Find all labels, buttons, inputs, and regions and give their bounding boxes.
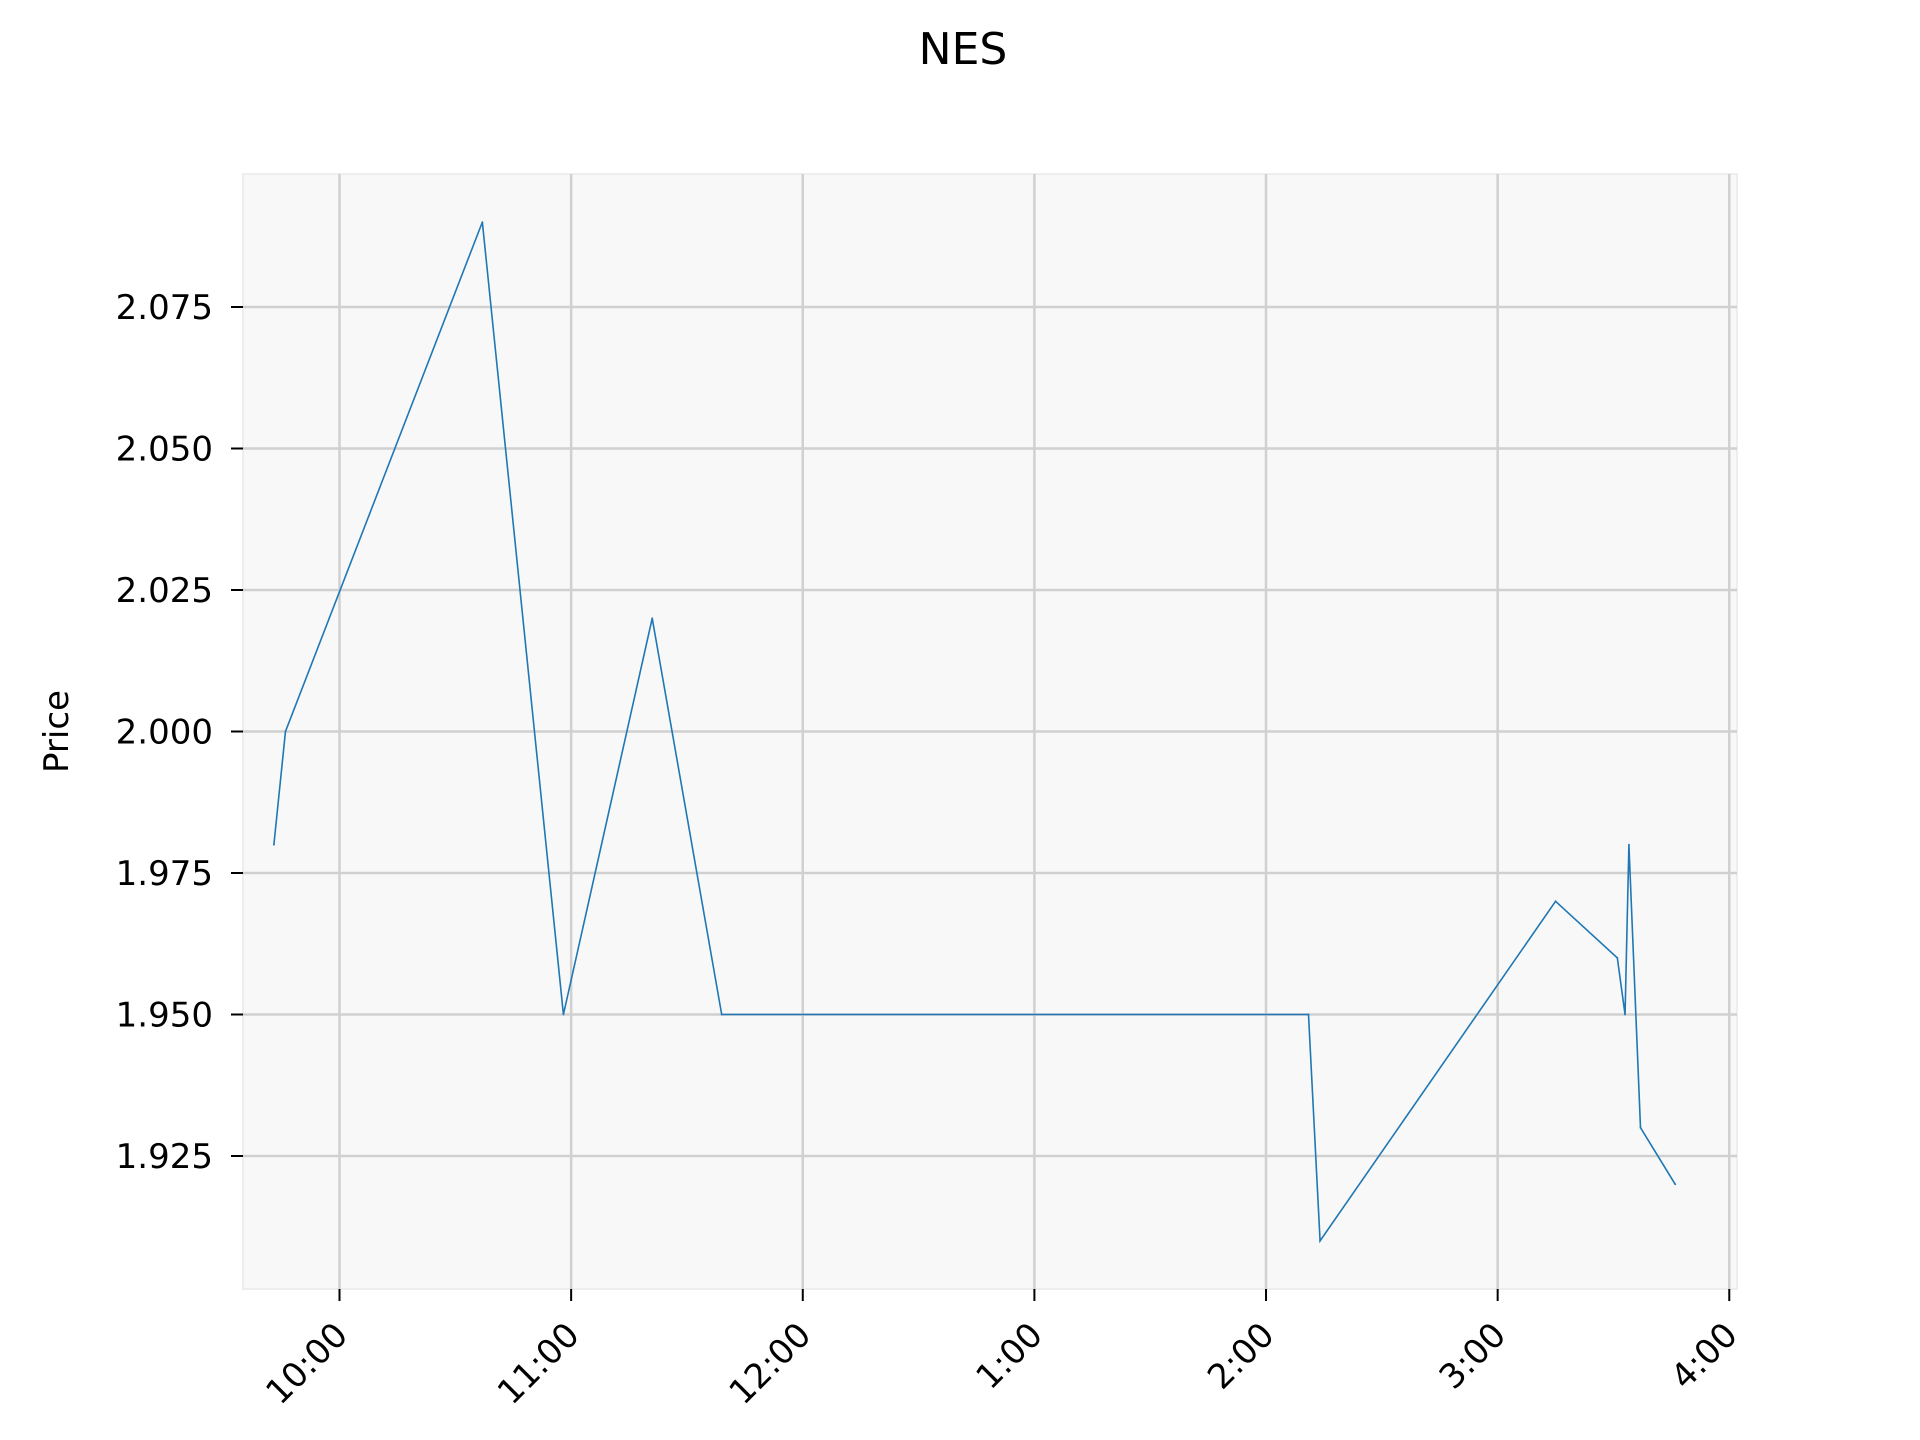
series-line: [273, 221, 1676, 1244]
x-tick-label: 12:00: [722, 1315, 820, 1413]
x-tick-label: 3:00: [1432, 1315, 1514, 1397]
y-axis-label: Price: [37, 690, 77, 773]
x-tick-label: 4:00: [1663, 1315, 1745, 1397]
y-tick-label: 2.075: [116, 288, 213, 328]
y-tick-label: 1.950: [116, 995, 213, 1035]
data-point: [651, 617, 654, 620]
x-tick-label: 11:00: [490, 1315, 588, 1413]
data-point: [1616, 957, 1619, 959]
grid-lines: [243, 174, 1737, 1289]
y-tick-label: 2.050: [116, 430, 213, 470]
data-point: [1639, 1126, 1642, 1129]
data-point: [481, 221, 484, 224]
data-point: [1554, 900, 1557, 903]
data-point: [562, 1013, 565, 1016]
data-point: [1674, 1183, 1677, 1186]
y-tick-label: 2.025: [116, 571, 213, 611]
y-tick-label: 1.925: [116, 1137, 213, 1177]
data-point: [720, 1013, 723, 1016]
x-tick-label: 10:00: [258, 1315, 356, 1413]
y-tick-label: 2.000: [116, 713, 213, 753]
data-point: [284, 730, 287, 733]
data-point: [1624, 1013, 1626, 1016]
x-tick-label: 2:00: [1200, 1315, 1282, 1397]
data-point: [1307, 1013, 1310, 1016]
data-point: [272, 843, 275, 846]
series-layer: [272, 221, 1677, 1244]
chart-title: NES: [919, 24, 1008, 75]
x-tick-label: 1:00: [968, 1315, 1050, 1397]
data-point: [1628, 843, 1630, 846]
data-point: [1319, 1239, 1321, 1242]
y-tick-label: 1.975: [116, 854, 213, 894]
